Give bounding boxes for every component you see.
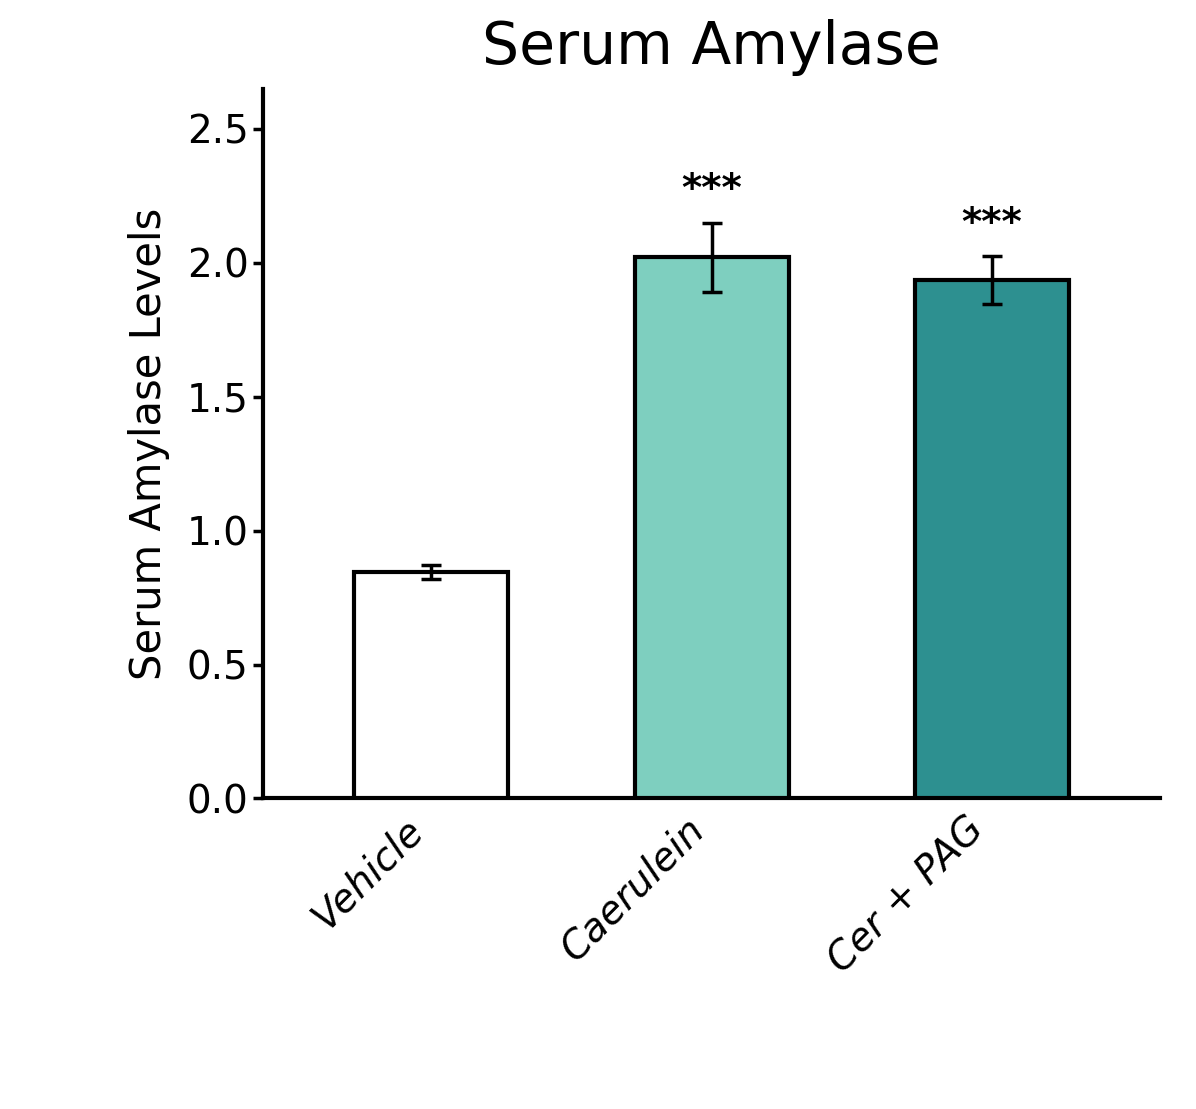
Text: ***: ***	[682, 171, 742, 210]
Bar	[354, 572, 508, 798]
Text: ***: ***	[962, 205, 1023, 243]
Bar	[635, 257, 788, 798]
Bar	[915, 281, 1069, 798]
Y-axis label: Serum Amylase Levels: Serum Amylase Levels	[128, 207, 170, 680]
Title: Serum Amylase: Serum Amylase	[482, 19, 941, 75]
